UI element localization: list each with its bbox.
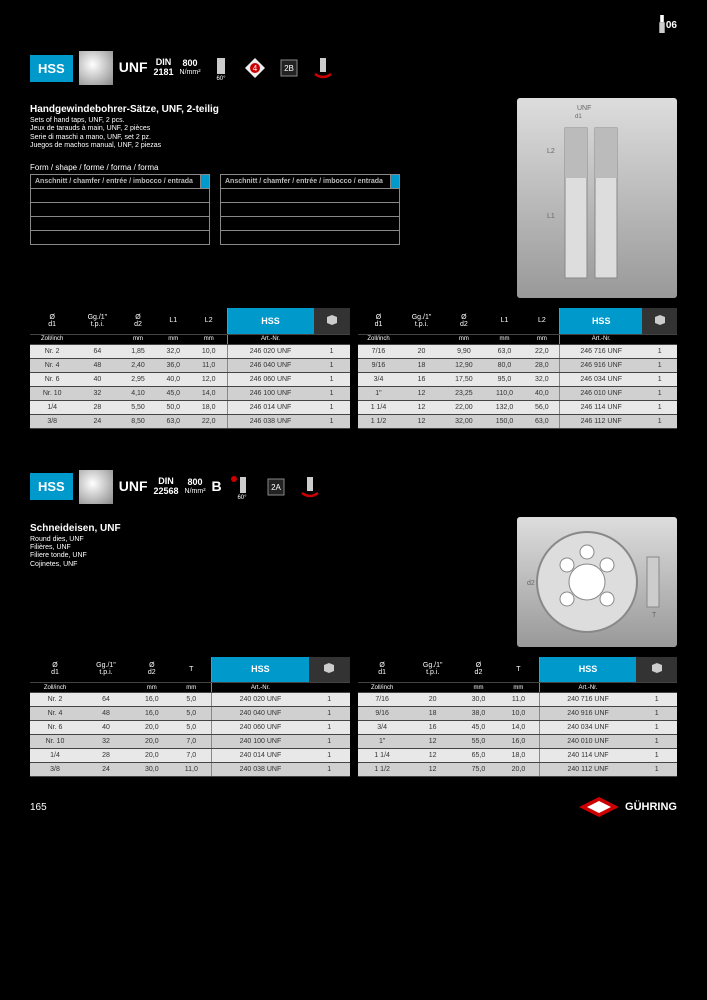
rotation-icon [309,54,337,82]
table-row: 1 1/41222,00132,056,0246 114 UNF1 [358,400,678,414]
section2-title: Schneideisen, UNF [30,523,497,534]
table-row: 3/82430,011,0240 038 UNF1 [30,763,350,777]
table-row: Nr. 44816,05,0240 040 UNF1 [30,707,350,721]
svg-text:T: T [652,612,657,619]
strength-spec: 800N/mm² [180,59,201,77]
data-table-1-right: Ød1Gg./1"t.p.i.Ød2L1L2 HSS Zoll/inchmmmm… [358,308,678,429]
form-table-1: Anschnitt / chamfer / entrée / imbocco /… [30,174,210,245]
data-table-1-left: Ød1Gg./1"t.p.i.Ød2L1L2 HSS Zoll/inchmmmm… [30,308,350,429]
table-row: 7/16209,9063,022,0246 716 UNF1 [358,344,678,358]
svg-text:60°: 60° [237,495,247,501]
table-row: Nr. 10324,1045,014,0246 100 UNF1 [30,386,350,400]
brand-name: GÜHRING [625,801,677,813]
hss-badge: HSS [30,55,73,82]
svg-text:L1: L1 [547,213,555,220]
table-row: Nr. 26416,05,0240 020 UNF1 [30,693,350,707]
table-row: 9/161812,9080,028,0246 916 UNF1 [358,358,678,372]
svg-text:2B: 2B [284,64,294,73]
unf-spec: UNF [119,479,148,494]
table-row: Nr. 64020,05,0240 060 UNF1 [30,721,350,735]
hss-badge: HSS [30,473,73,500]
table-row: Nr. 2641,8532,010,0246 020 UNF1 [30,344,350,358]
tool-glyph-icon [79,51,113,85]
table-row: 1/42820,07,0240 014 UNF1 [30,749,350,763]
svg-text:d2: d2 [527,580,535,587]
form-label: Form / shape / forme / forma / forma [30,163,497,172]
section1-title: Handgewindebohrer-Sätze, UNF, 2-teilig [30,104,497,115]
svg-text:UNF: UNF [577,105,591,112]
class-icon: 2B [275,54,303,82]
class-icon: 2A [262,473,290,501]
table-row: 3/41617,5095,032,0246 034 UNF1 [358,372,678,386]
data-table-2-left: Ød1Gg./1"t.p.i.Ød2T HSS Zoll/inchmmmmArt… [30,657,350,778]
table-row: 1 1/41265,018,0240 114 UNF1 [358,749,678,763]
table-row: 1 1/21275,020,0240 112 UNF1 [358,763,678,777]
page-category-number: 06 [666,20,677,31]
table-row: 9/161838,010,0240 916 UNF1 [358,707,678,721]
unf-spec: UNF [119,60,148,75]
data-table-2-right: Ød1Gg./1"t.p.i.Ød2T HSS Zoll/inchmmmmArt… [358,657,678,778]
din-spec: DIN22568 [154,477,179,497]
strength-spec: 800N/mm² [185,478,206,496]
section-hand-taps: HSS UNF DIN2181 800N/mm² 60° 4 2B Handge… [30,48,677,429]
angle-icon: 60° [207,54,235,82]
die-product-image: d2 T [517,517,677,647]
table-row: 7/162030,011,0240 716 UNF1 [358,693,678,707]
tool-glyph-icon [79,470,113,504]
flute-icon: 4 [241,54,269,82]
angle-icon: 60° [228,473,256,501]
section2-subtitle: Round dies, UNF Filières, UNF Filiere to… [30,536,497,570]
tap-product-image: UNF L2 L1 d1 [517,98,677,298]
table-row: 3/8248,5063,022,0246 038 UNF1 [30,414,350,428]
svg-text:2A: 2A [271,483,281,492]
form-table-2: Anschnitt / chamfer / entrée / imbocco /… [220,174,400,245]
table-row: 1"1255,016,0240 010 UNF1 [358,735,678,749]
section-round-dies: HSS UNF DIN22568 800N/mm² B 60° 2A Schne… [30,467,677,778]
svg-text:60°: 60° [216,76,226,82]
table-row: 3/41645,014,0240 034 UNF1 [358,721,678,735]
section1-subtitle: Sets of hand taps, UNF, 2 pcs. Jeux de t… [30,117,497,151]
table-row: Nr. 4482,4036,011,0246 040 UNF1 [30,358,350,372]
rotation-icon [296,473,324,501]
page-number: 165 [30,802,47,813]
brand-logo-icon [579,797,619,817]
table-row: 1/4285,5050,018,0246 014 UNF1 [30,400,350,414]
din-spec: DIN2181 [154,58,174,78]
form-b-spec: B [212,479,222,494]
svg-text:d1: d1 [575,114,582,120]
table-row: 1 1/21232,00150,063,0246 112 UNF1 [358,414,678,428]
table-row: 1"1223,25110,040,0246 010 UNF1 [358,386,678,400]
table-row: Nr. 103220,07,0240 100 UNF1 [30,735,350,749]
svg-text:4: 4 [252,64,257,73]
svg-text:L2: L2 [547,148,555,155]
table-row: Nr. 6402,9540,012,0246 060 UNF1 [30,372,350,386]
